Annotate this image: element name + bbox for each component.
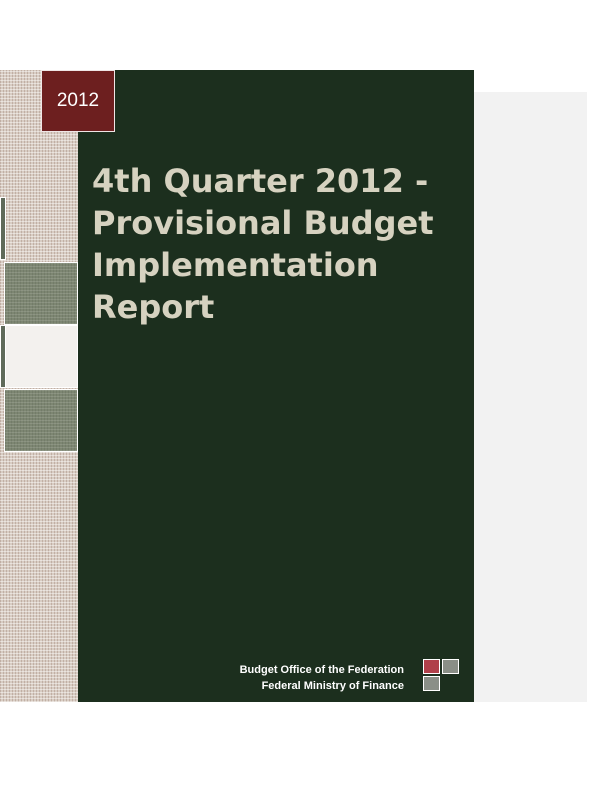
decorative-tile: [4, 262, 78, 325]
title-line: Implementation: [92, 246, 379, 284]
decorative-tile: [0, 325, 6, 388]
year-badge: 2012: [41, 70, 115, 132]
logo-square-red: [423, 659, 440, 674]
main-cover-panel: [78, 70, 474, 702]
three-square-logo-icon: [423, 659, 461, 692]
title-line: Report: [92, 288, 215, 326]
year-label: 2012: [56, 90, 100, 111]
publisher-block: Budget Office of the Federation Federal …: [240, 662, 404, 694]
decorative-tile: [0, 325, 78, 388]
publisher-office: Budget Office of the Federation: [239, 664, 404, 676]
title-line: 4th Quarter 2012 -: [92, 162, 429, 200]
report-title: 4th Quarter 2012 - Provisional Budget Im…: [92, 160, 464, 328]
logo-square-grey: [423, 676, 440, 691]
logo-square-grey: [442, 659, 459, 674]
publisher-ministry: Federal Ministry of Finance: [261, 680, 404, 692]
side-panel: [474, 92, 587, 702]
decorative-tile: [0, 197, 6, 260]
decorative-tile: [4, 389, 78, 452]
title-line: Provisional Budget: [92, 204, 434, 242]
